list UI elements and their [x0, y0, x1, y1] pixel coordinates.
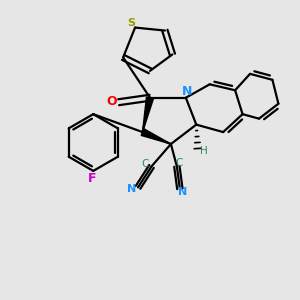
Text: O: O: [107, 95, 117, 108]
Text: N: N: [182, 85, 193, 98]
Text: C: C: [176, 158, 183, 168]
Text: N: N: [178, 188, 187, 197]
Polygon shape: [141, 129, 171, 144]
Text: C: C: [142, 159, 149, 169]
Text: F: F: [88, 172, 96, 185]
Text: H: H: [200, 146, 208, 156]
Text: N: N: [128, 184, 137, 194]
Text: S: S: [128, 18, 136, 28]
Polygon shape: [142, 97, 154, 132]
